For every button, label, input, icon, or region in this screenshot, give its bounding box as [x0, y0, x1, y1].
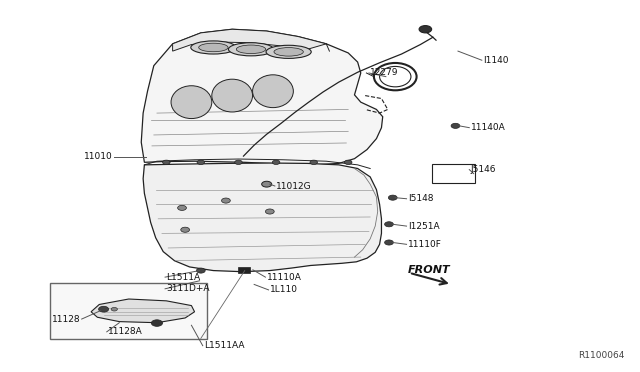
Text: R1100064: R1100064 — [578, 351, 624, 360]
Circle shape — [99, 306, 109, 312]
Text: L1511A: L1511A — [166, 273, 200, 282]
Circle shape — [419, 26, 431, 33]
Circle shape — [451, 123, 460, 128]
Ellipse shape — [266, 45, 311, 58]
Ellipse shape — [212, 79, 253, 112]
Circle shape — [385, 240, 394, 245]
Text: 11012G: 11012G — [276, 182, 312, 190]
Circle shape — [262, 181, 272, 187]
Text: I1140: I1140 — [483, 56, 509, 65]
Polygon shape — [173, 29, 326, 51]
Ellipse shape — [228, 43, 273, 56]
Ellipse shape — [191, 41, 236, 54]
Text: L1511AA: L1511AA — [204, 341, 244, 350]
Circle shape — [178, 205, 186, 211]
Polygon shape — [91, 299, 195, 323]
Ellipse shape — [198, 43, 228, 52]
Circle shape — [266, 209, 274, 214]
Circle shape — [273, 160, 280, 164]
Polygon shape — [141, 29, 383, 165]
Circle shape — [111, 307, 117, 311]
Text: I1251A: I1251A — [408, 222, 440, 231]
Circle shape — [235, 160, 242, 164]
Circle shape — [388, 195, 397, 200]
Text: 11140A: 11140A — [470, 123, 505, 132]
Circle shape — [310, 160, 317, 164]
Circle shape — [197, 160, 205, 164]
Polygon shape — [143, 163, 381, 272]
Text: J5146: J5146 — [470, 165, 496, 174]
Text: FRONT: FRONT — [408, 265, 451, 275]
Text: 11128A: 11128A — [108, 327, 143, 336]
Text: 11110A: 11110A — [267, 273, 301, 282]
Text: 3111D+A: 3111D+A — [166, 284, 210, 293]
Ellipse shape — [171, 86, 212, 119]
Text: I5148: I5148 — [408, 194, 433, 203]
Circle shape — [151, 320, 163, 326]
Text: 12279: 12279 — [370, 68, 399, 77]
Ellipse shape — [236, 45, 266, 54]
Bar — [239, 267, 250, 273]
Text: 11128: 11128 — [52, 315, 81, 324]
FancyBboxPatch shape — [50, 283, 207, 340]
Circle shape — [180, 227, 189, 232]
Ellipse shape — [253, 75, 293, 108]
Circle shape — [385, 222, 394, 227]
Text: 1L110: 1L110 — [270, 285, 298, 294]
Ellipse shape — [274, 48, 303, 56]
Circle shape — [344, 160, 352, 164]
Circle shape — [196, 268, 205, 273]
Circle shape — [163, 160, 170, 164]
Text: 11110F: 11110F — [408, 240, 442, 249]
Circle shape — [221, 198, 230, 203]
Text: 11010: 11010 — [84, 153, 113, 161]
